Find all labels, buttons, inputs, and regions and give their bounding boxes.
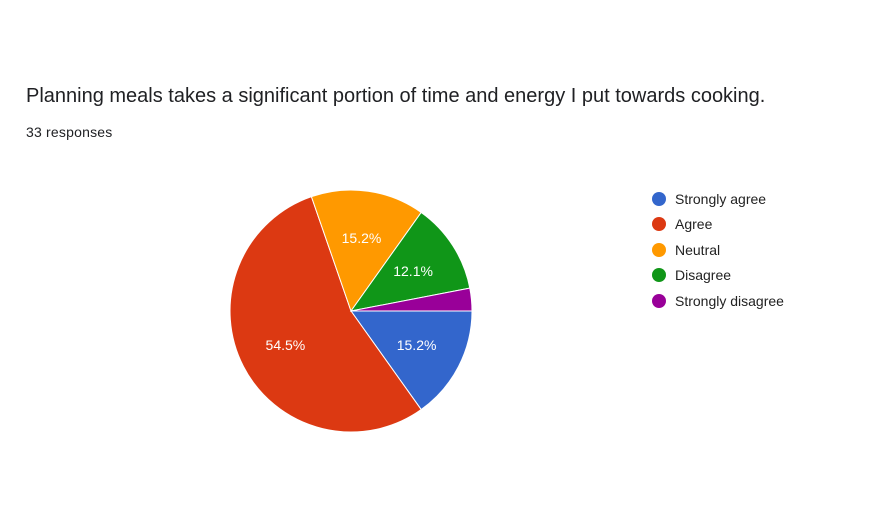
pie-label-agree: 54.5% [266, 337, 306, 353]
question-title: Planning meals takes a significant porti… [26, 85, 766, 107]
legend-swatch-icon [652, 268, 666, 283]
legend-label: Agree [675, 216, 713, 233]
response-count: 33 responses [26, 124, 113, 140]
chart-legend: Strongly agree Agree Neutral Disagree Strong… [652, 186, 784, 314]
legend-item-strongly-disagree[interactable]: Strongly disagree [652, 288, 784, 314]
legend-label: Disagree [675, 267, 732, 284]
legend-label: Neutral [675, 241, 721, 258]
pie-label-strongly-agree: 15.2% [397, 337, 437, 353]
legend-item-disagree[interactable]: Disagree [652, 263, 784, 289]
legend-swatch-icon [652, 293, 666, 308]
legend-item-neutral[interactable]: Neutral [652, 237, 784, 263]
pie-slice-agree [229, 196, 422, 433]
pie-label-neutral: 15.2% [342, 230, 382, 246]
legend-swatch-icon [652, 217, 666, 232]
legend-swatch-icon [652, 242, 666, 257]
pie-slice-disagree [349, 211, 471, 312]
legend-label: Strongly disagree [675, 292, 784, 309]
legend-item-agree[interactable]: Agree [652, 212, 784, 238]
pie-label-disagree: 12.1% [393, 263, 433, 279]
pie-slice-neutral [310, 189, 422, 313]
legend-swatch-icon [652, 191, 666, 206]
legend-label: Strongly agree [675, 190, 767, 207]
pie-slice-strongly-disagree [350, 287, 473, 312]
pie-slice-strongly-agree [350, 310, 473, 411]
legend-item-strongly-agree[interactable]: Strongly agree [652, 186, 784, 212]
